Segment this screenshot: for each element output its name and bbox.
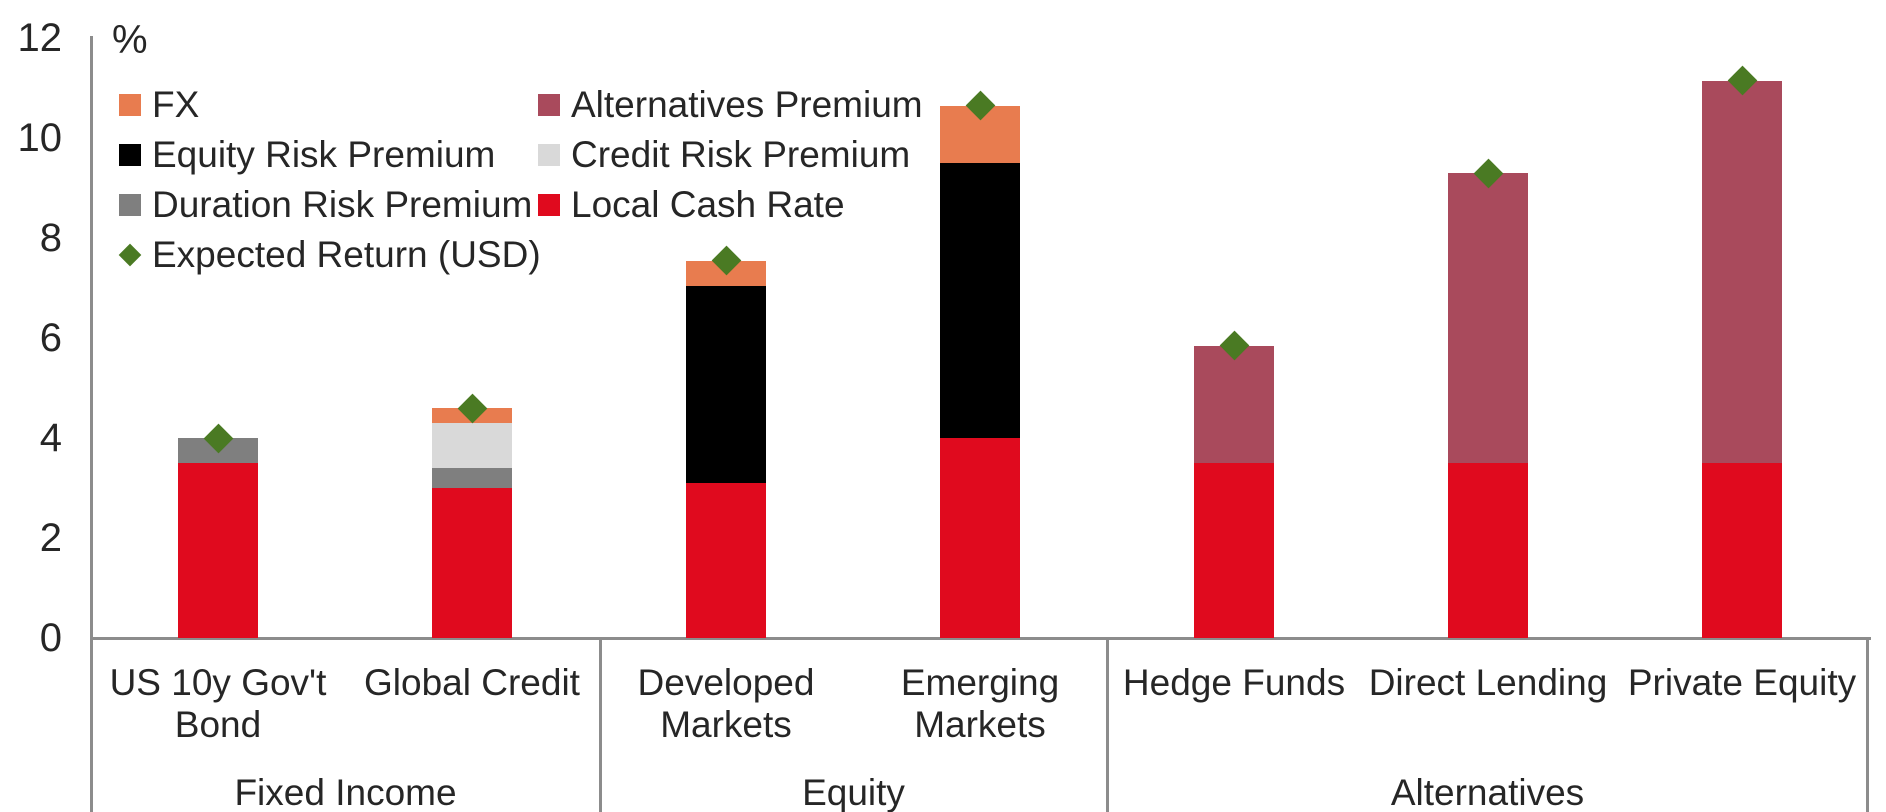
category-label-us-10y-gov-t-bond: US 10y Gov't Bond [109,662,327,745]
legend-item-alternatives-premium: Alternatives Premium [538,80,923,130]
group-label-fixed-income: Fixed Income [234,772,457,812]
bar-segment-alternatives-premium-private-equity [1702,80,1782,463]
bar-segment-local-cash-rate-emerging-markets [940,438,1020,638]
legend-label: Local Cash Rate [571,184,845,225]
group-divider-fixed-income-equity [599,640,602,812]
legend-label: Equity Risk Premium [152,134,496,175]
legend-item-credit-risk-premium: Credit Risk Premium [538,130,923,180]
bar-segment-local-cash-rate-hedge-funds [1194,463,1274,638]
legend-swatch-icon [538,194,560,216]
y-tick-2: 2 [39,516,62,560]
bar-segment-equity-risk-premium-developed-markets [686,285,766,483]
group-label-alternatives: Alternatives [1390,772,1585,812]
x-axis-baseline [90,637,1871,640]
y-tick-12: 12 [17,16,63,60]
legend-label: Expected Return (USD) [152,234,541,275]
bar-segment-local-cash-rate-developed-markets [686,483,766,638]
legend-swatch-icon [119,94,141,116]
bar-segment-duration-risk-premium-global-credit [432,468,512,488]
legend-item-fx: FX [119,80,541,130]
bar-segment-credit-risk-premium-global-credit [432,423,512,468]
group-divider-equity-alternatives [1106,640,1109,812]
group-divider-right-edge [1866,640,1869,812]
legend-swatch-icon [119,144,141,166]
bar-segment-alternatives-premium-direct-lending [1448,173,1528,463]
legend-label: Duration Risk Premium [152,184,533,225]
bar-segment-local-cash-rate-us-10y-gov-t-bond [178,463,258,638]
y-axis-unit-label: % [112,18,148,62]
legend-item-duration-risk-premium: Duration Risk Premium [119,180,541,230]
legend-label: Alternatives Premium [571,84,923,125]
legend-diamond-icon [118,243,142,267]
category-label-private-equity: Private Equity [1627,662,1857,703]
legend-swatch-icon [538,94,560,116]
legend-item-equity-risk-premium: Equity Risk Premium [119,130,541,180]
bar-segment-local-cash-rate-direct-lending [1448,463,1528,638]
y-tick-6: 6 [39,316,62,360]
category-label-direct-lending: Direct Lending [1368,662,1608,703]
legend-item-expected-return-usd: Expected Return (USD) [118,230,541,280]
y-tick-8: 8 [39,216,62,260]
category-label-developed-markets: Developed Markets [637,662,815,745]
group-label-equity: Equity [802,772,905,812]
legend-swatch-icon [538,144,560,166]
legend-item-local-cash-rate: Local Cash Rate [538,180,923,230]
y-axis-line [90,36,93,812]
bar-segment-local-cash-rate-private-equity [1702,463,1782,638]
legend-label: FX [152,84,200,125]
category-label-global-credit: Global Credit [364,662,580,703]
y-tick-4: 4 [39,416,62,460]
legend-swatch-icon [119,194,141,216]
category-label-hedge-funds: Hedge Funds [1122,662,1346,703]
category-label-emerging-markets: Emerging Markets [900,662,1060,745]
y-tick-10: 10 [17,116,63,160]
bar-segment-alternatives-premium-hedge-funds [1194,345,1274,463]
legend-column-2: Alternatives Premium Credit Risk Premium L… [538,80,923,230]
y-tick-0: 0 [39,616,62,660]
bar-segment-equity-risk-premium-emerging-markets [940,163,1020,438]
bar-segment-local-cash-rate-global-credit [432,488,512,638]
legend-column-1: FX Equity Risk Premium Duration Risk Premi… [118,80,541,280]
legend-label: Credit Risk Premium [571,134,911,175]
